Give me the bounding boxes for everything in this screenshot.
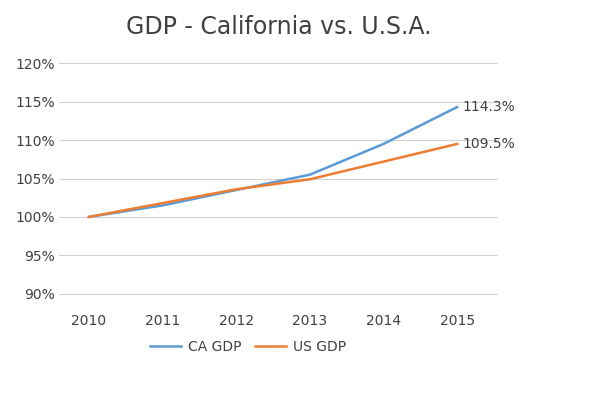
US GDP [159,201,166,206]
CA GDP [306,172,313,177]
CA GDP [380,141,387,146]
Title: GDP - California vs. U.S.A.: GDP - California vs. U.S.A. [126,15,431,39]
US GDP [233,187,240,192]
Line: US GDP: US GDP [89,144,457,217]
CA GDP [85,214,92,219]
CA GDP [454,105,461,110]
Text: 109.5%: 109.5% [463,137,515,151]
Text: 114.3%: 114.3% [463,100,515,114]
CA GDP [159,203,166,208]
US GDP [306,177,313,182]
US GDP [85,214,92,219]
CA GDP [233,188,240,193]
US GDP [380,159,387,164]
Line: CA GDP: CA GDP [89,107,457,217]
Legend: CA GDP, US GDP: CA GDP, US GDP [145,334,351,359]
US GDP [454,141,461,146]
